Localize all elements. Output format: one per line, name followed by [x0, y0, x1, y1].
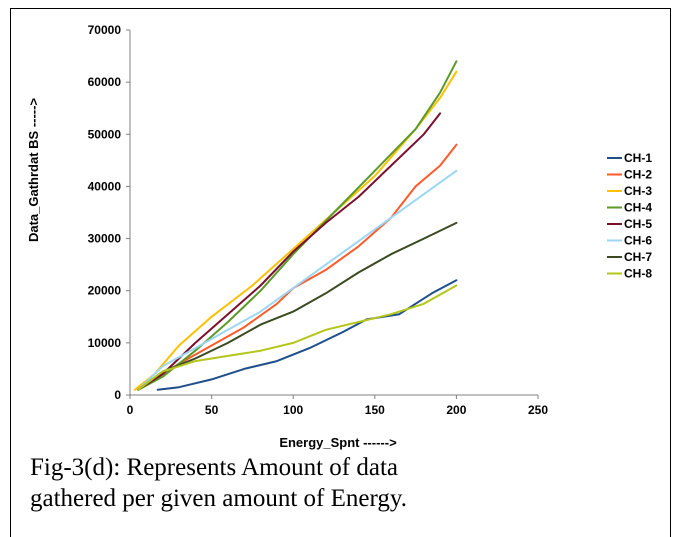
y-axis-title: Data_Gathrdat BS ----->: [26, 98, 41, 243]
caption-line-2: gathered per given amount of Energy.: [30, 485, 407, 512]
series-line-ch-6: [137, 169, 458, 391]
legend-label-ch-4: CH-4: [624, 201, 652, 215]
y-tick-label: 40000: [88, 179, 122, 193]
legend-label-ch-6: CH-6: [624, 234, 652, 248]
legend-label-ch-8: CH-8: [624, 267, 652, 281]
y-tick-label: 60000: [88, 75, 122, 89]
series-line-ch-8: [137, 284, 458, 391]
chart-axes: [129, 30, 538, 396]
x-axis-title: Energy_Spnt ------>: [279, 435, 397, 450]
series-line-ch-1: [156, 279, 458, 391]
legend-label-ch-1: CH-1: [624, 151, 652, 165]
x-axis-ticks: 0 50 100 150 200 250: [127, 395, 548, 417]
x-tick-label: 100: [283, 403, 303, 417]
y-tick-label: 10000: [88, 336, 122, 350]
y-tick-label: 30000: [88, 232, 122, 246]
figure-frame: [10, 8, 671, 537]
x-tick-label: 150: [365, 403, 385, 417]
y-axis-ticks: 0 10000 20000 30000 40000 50000 60000 70000: [88, 23, 130, 402]
caption-line-1: Fig-3(d): Represents Amount of data: [30, 454, 398, 481]
y-tick-label: 20000: [88, 284, 122, 298]
legend-label-ch-3: CH-3: [624, 184, 652, 198]
line-chart: 0 10000 20000 30000 40000 50000 60000 70000 0 50…: [26, 23, 652, 450]
x-tick-label: 0: [127, 403, 134, 417]
series-lines: [133, 60, 458, 391]
series-line-ch-4: [137, 60, 458, 391]
x-tick-label: 250: [528, 403, 548, 417]
legend-label-ch-5: CH-5: [624, 217, 652, 231]
legend-label-ch-7: CH-7: [624, 250, 652, 264]
y-tick-label: 0: [114, 388, 121, 402]
y-tick-label: 70000: [88, 23, 122, 37]
y-tick-label: 50000: [88, 127, 122, 141]
x-tick-label: 200: [446, 403, 466, 417]
figure-caption: Fig-3(d): Represents Amount of data gath…: [30, 452, 650, 514]
legend: CH-1 CH-2 CH-3 CH-4 CH-5 CH-6 CH-7 CH-8: [607, 151, 652, 281]
legend-label-ch-2: CH-2: [624, 168, 652, 182]
x-tick-label: 50: [205, 403, 219, 417]
series-line-ch-7: [137, 221, 458, 391]
